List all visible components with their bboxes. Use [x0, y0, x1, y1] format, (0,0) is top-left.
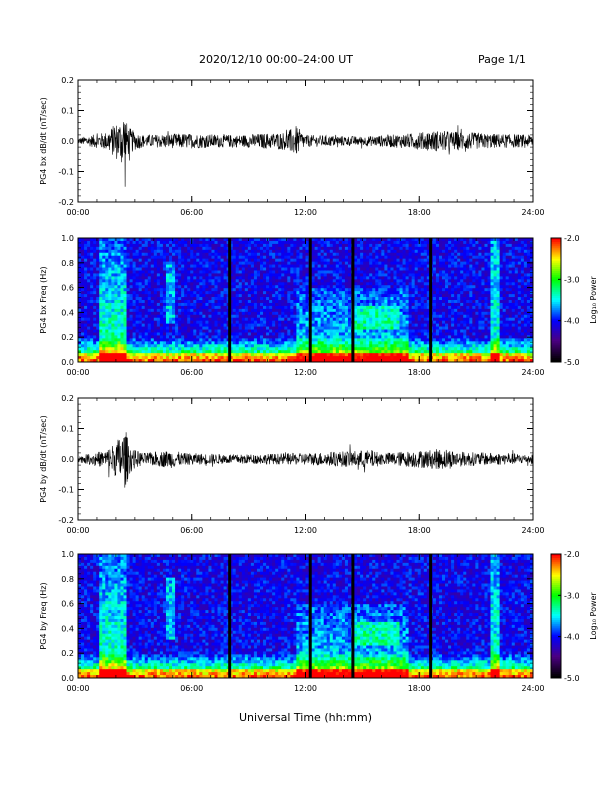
y-tick-label: 0.0 [61, 674, 74, 683]
x-tick-label: 18:00 [408, 684, 431, 693]
spectrogram-panel-3: 00:00 06:00 12:00 18:00 24:00 1.0 0.8 0.6 0.4 0.2… [39, 550, 598, 693]
colorbar: -2.0 -3.0 -4.0 -5.0 Log₁₀ Power [550, 234, 598, 367]
y-tick-label: 0.2 [61, 76, 74, 85]
y-tick-label: 0.8 [61, 575, 74, 584]
y-tick-label: 0.8 [61, 259, 74, 268]
y-axis-label: PG4 by Freq (Hz) [39, 582, 48, 649]
y-tick-label: 0.0 [61, 358, 74, 367]
x-tick-label: 24:00 [521, 208, 544, 217]
x-tick-label: 00:00 [66, 368, 89, 377]
colorbar-tick-label: -4.0 [564, 317, 580, 326]
y-tick-label: 0.2 [61, 649, 74, 658]
colorbar-tick-label: -5.0 [564, 674, 580, 683]
x-tick-label: 00:00 [66, 208, 89, 217]
y-tick-label: 0.6 [61, 284, 74, 293]
x-tick-label: 24:00 [521, 368, 544, 377]
x-tick-label: 12:00 [294, 684, 317, 693]
colorbar-tick-label: -5.0 [564, 358, 580, 367]
y-tick-label: 1.0 [61, 234, 74, 243]
y-axis-label: PG4 by dB/dt (nT/sec) [39, 415, 48, 502]
y-tick-label: -0.1 [58, 486, 74, 495]
y-tick-label: -0.2 [58, 198, 74, 207]
colorbar: -2.0 -3.0 -4.0 -5.0 Log₁₀ Power [550, 550, 598, 683]
x-tick-label: 06:00 [180, 526, 203, 535]
y-tick-label: -0.1 [58, 168, 74, 177]
x-tick-label: 06:00 [180, 368, 203, 377]
spectrogram-image [78, 238, 534, 363]
x-tick-label: 06:00 [180, 684, 203, 693]
x-tick-label: 06:00 [180, 208, 203, 217]
y-tick-label: 0.4 [61, 308, 74, 317]
colorbar-tick-label: -2.0 [564, 234, 580, 243]
x-tick-label: 12:00 [294, 526, 317, 535]
y-tick-label: 0.6 [61, 600, 74, 609]
colorbar-tick-label: -3.0 [564, 275, 580, 284]
x-tick-label: 12:00 [294, 208, 317, 217]
y-axis-label: PG4 bx Freq (Hz) [39, 266, 48, 333]
x-tick-label: 12:00 [294, 368, 317, 377]
dbdt-panel-0: 00:00 06:00 12:00 18:00 24:00 0.2 0.1 0.0 -0.1 -0… [39, 76, 545, 217]
x-tick-label: 00:00 [66, 526, 89, 535]
x-axis-label: Universal Time (hh:mm) [239, 711, 372, 724]
page-title: 2020/12/10 00:00–24:00 UT [198, 53, 354, 66]
y-tick-label: 0.2 [61, 394, 74, 403]
y-tick-label: 0.4 [61, 624, 74, 633]
x-tick-label: 24:00 [521, 526, 544, 535]
y-tick-label: 1.0 [61, 550, 74, 559]
y-tick-label: 0.0 [61, 137, 74, 146]
dbdt-trace [77, 432, 534, 488]
colorbar-tick-label: -3.0 [564, 591, 580, 600]
spectrogram-panel-1: 00:00 06:00 12:00 18:00 24:00 1.0 0.8 0.6 0.4 0.2… [39, 234, 598, 377]
y-tick-label: 0.2 [61, 333, 74, 342]
colorbar-tick-label: -4.0 [564, 633, 580, 642]
x-tick-label: 24:00 [521, 684, 544, 693]
colorbar-tick-label: -2.0 [564, 550, 580, 559]
y-axis-label: PG4 bx dB/dt (nT/sec) [39, 97, 48, 184]
dbdt-trace [77, 122, 534, 187]
x-tick-label: 18:00 [408, 526, 431, 535]
x-tick-label: 00:00 [66, 684, 89, 693]
y-tick-label: 0.0 [61, 455, 74, 464]
dbdt-panel-2: 00:00 06:00 12:00 18:00 24:00 0.2 0.1 0.0 -0.1 -0… [39, 394, 545, 535]
y-tick-label: 0.1 [61, 107, 74, 116]
colorbar-label: Log₁₀ Power [589, 592, 598, 640]
y-tick-label: 0.1 [61, 425, 74, 434]
spectrogram-image [78, 554, 534, 679]
y-tick-label: -0.2 [58, 516, 74, 525]
colorbar-label: Log₁₀ Power [589, 276, 598, 324]
x-tick-label: 18:00 [408, 208, 431, 217]
x-tick-label: 18:00 [408, 368, 431, 377]
page-number: Page 1/1 [478, 53, 526, 66]
